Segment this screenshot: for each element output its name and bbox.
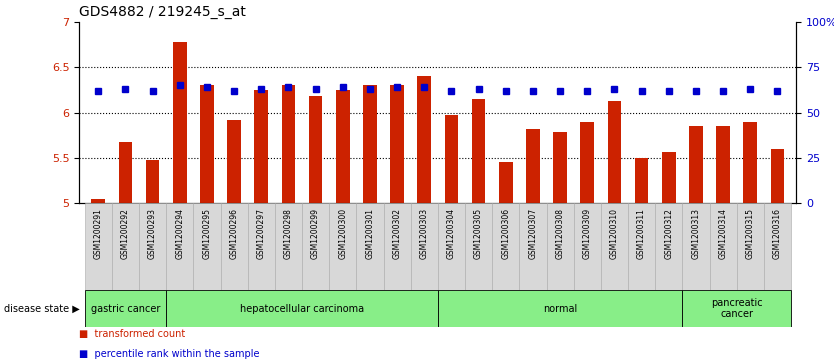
Bar [302, 203, 329, 290]
Text: GDS4882 / 219245_s_at: GDS4882 / 219245_s_at [79, 5, 246, 19]
Text: GSM1200301: GSM1200301 [365, 208, 374, 258]
Bar [662, 152, 676, 203]
Text: GSM1200292: GSM1200292 [121, 208, 130, 258]
Bar [384, 203, 410, 290]
Bar [438, 290, 682, 327]
Bar [254, 90, 268, 203]
Text: ■  transformed count: ■ transformed count [79, 329, 185, 339]
Text: disease state ▶: disease state ▶ [4, 303, 80, 314]
Bar [193, 203, 220, 290]
Bar [499, 163, 513, 203]
Bar [465, 203, 492, 290]
Text: GSM1200311: GSM1200311 [637, 208, 646, 258]
Bar [580, 122, 594, 203]
Bar [553, 132, 567, 203]
Bar [166, 290, 438, 327]
Bar [309, 96, 323, 203]
Bar [736, 203, 764, 290]
Bar [248, 203, 275, 290]
Bar [689, 126, 703, 203]
Text: GSM1200296: GSM1200296 [229, 208, 239, 258]
Text: GSM1200316: GSM1200316 [773, 208, 782, 258]
Text: GSM1200291: GSM1200291 [93, 208, 103, 258]
Bar [112, 203, 139, 290]
Text: GSM1200310: GSM1200310 [610, 208, 619, 258]
Bar [608, 101, 621, 203]
Bar [438, 203, 465, 290]
Bar [146, 160, 159, 203]
Bar [492, 203, 520, 290]
Text: ■  percentile rank within the sample: ■ percentile rank within the sample [79, 349, 259, 359]
Bar [336, 90, 349, 203]
Bar [546, 203, 574, 290]
Bar [526, 129, 540, 203]
Bar [656, 203, 682, 290]
Bar [173, 42, 187, 203]
Text: GSM1200293: GSM1200293 [148, 208, 157, 258]
Text: GSM1200313: GSM1200313 [691, 208, 701, 258]
Text: pancreatic
cancer: pancreatic cancer [711, 298, 762, 319]
Text: GSM1200304: GSM1200304 [447, 208, 456, 259]
Text: GSM1200297: GSM1200297 [257, 208, 266, 258]
Bar [356, 203, 384, 290]
Bar [92, 199, 105, 203]
Bar [139, 203, 166, 290]
Bar [410, 203, 438, 290]
Bar [743, 122, 757, 203]
Text: GSM1200295: GSM1200295 [203, 208, 212, 258]
Bar [228, 120, 241, 203]
Bar [85, 290, 166, 327]
Bar [118, 143, 133, 203]
Text: GSM1200308: GSM1200308 [555, 208, 565, 258]
Text: GSM1200312: GSM1200312 [664, 208, 673, 258]
Text: GSM1200299: GSM1200299 [311, 208, 320, 258]
Text: gastric cancer: gastric cancer [91, 303, 160, 314]
Bar [363, 85, 377, 203]
Text: GSM1200302: GSM1200302 [393, 208, 402, 258]
Bar [85, 203, 112, 290]
Bar [445, 115, 458, 203]
Bar [635, 158, 648, 203]
Text: hepatocellular carcinoma: hepatocellular carcinoma [240, 303, 364, 314]
Bar [472, 99, 485, 203]
Text: normal: normal [543, 303, 577, 314]
Bar [520, 203, 546, 290]
Text: GSM1200309: GSM1200309 [583, 208, 592, 259]
Bar [574, 203, 600, 290]
Bar [682, 203, 710, 290]
Text: GSM1200315: GSM1200315 [746, 208, 755, 258]
Bar [220, 203, 248, 290]
Bar [166, 203, 193, 290]
Text: GSM1200306: GSM1200306 [501, 208, 510, 259]
Bar [282, 85, 295, 203]
Bar [418, 76, 431, 203]
Bar [275, 203, 302, 290]
Text: GSM1200307: GSM1200307 [529, 208, 537, 259]
Bar [600, 203, 628, 290]
Text: GSM1200300: GSM1200300 [339, 208, 347, 259]
Bar [716, 126, 730, 203]
Bar [682, 290, 791, 327]
Text: GSM1200314: GSM1200314 [719, 208, 727, 258]
Bar [329, 203, 356, 290]
Bar [200, 85, 214, 203]
Bar [390, 85, 404, 203]
Bar [764, 203, 791, 290]
Text: GSM1200303: GSM1200303 [420, 208, 429, 259]
Text: GSM1200298: GSM1200298 [284, 208, 293, 258]
Bar [628, 203, 656, 290]
Bar [710, 203, 736, 290]
Text: GSM1200305: GSM1200305 [474, 208, 483, 259]
Bar [771, 149, 784, 203]
Text: GSM1200294: GSM1200294 [175, 208, 184, 258]
